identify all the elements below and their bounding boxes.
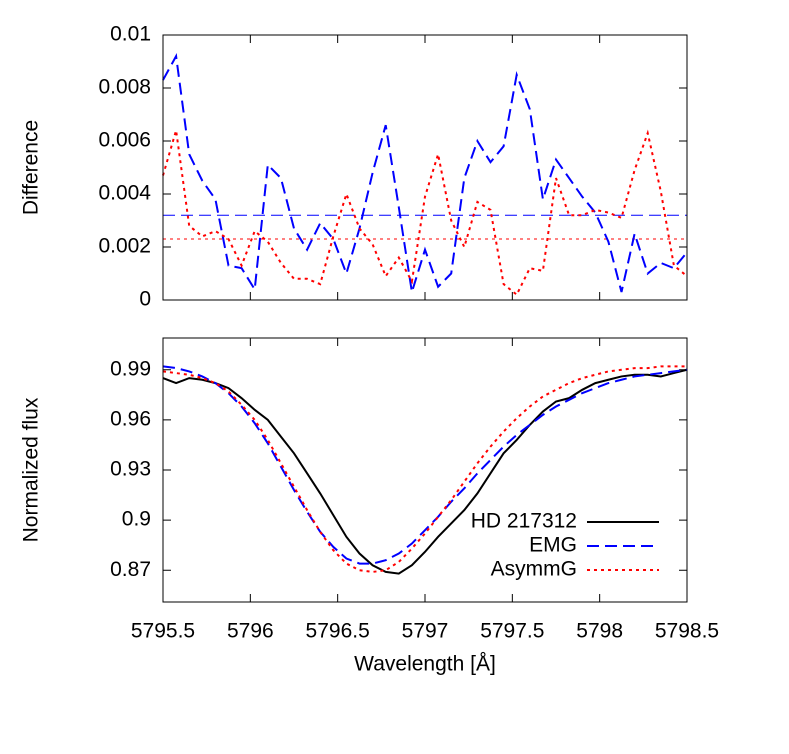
y-tick-label: 0.9 xyxy=(122,508,151,531)
y-tick-label: 0.99 xyxy=(110,357,151,380)
series-line xyxy=(162,53,688,293)
y-tick-label: 0.002 xyxy=(98,235,151,258)
y-tick-label: 0.93 xyxy=(110,458,151,481)
legend-label: EMG xyxy=(529,534,577,557)
y-tick-label: 0 xyxy=(139,288,151,311)
series-line xyxy=(162,129,688,297)
x-tick-label: 5797.5 xyxy=(480,620,544,643)
y-tick-label: 0.01 xyxy=(110,23,151,46)
y-tick-label: 0.006 xyxy=(98,129,151,152)
x-tick-label: 5798 xyxy=(576,620,623,643)
y-tick-label: 0.96 xyxy=(110,407,151,430)
legend-label: HD 217312 xyxy=(471,510,577,533)
x-tick-label: 5796.5 xyxy=(306,620,370,643)
legend-label: AsymmG xyxy=(491,558,577,581)
x-tick-label: 5795.5 xyxy=(131,620,195,643)
x-axis-label: Wavelength [Å] xyxy=(354,653,496,676)
x-tick-label: 5797 xyxy=(402,620,449,643)
plot-frame xyxy=(162,337,688,603)
series-line xyxy=(162,365,688,565)
y-tick-label: 0.004 xyxy=(98,182,151,205)
x-tick-label: 5796 xyxy=(227,620,274,643)
y-tick-label: 0.87 xyxy=(110,558,151,581)
series-line xyxy=(162,365,687,573)
y-axis-label: Difference xyxy=(20,120,43,215)
x-tick-label: 5798.5 xyxy=(655,620,719,643)
y-tick-label: 0.008 xyxy=(98,76,151,99)
series-line xyxy=(162,368,688,575)
y-axis-label: Normalized flux xyxy=(20,397,43,542)
plot-frame xyxy=(162,34,688,301)
